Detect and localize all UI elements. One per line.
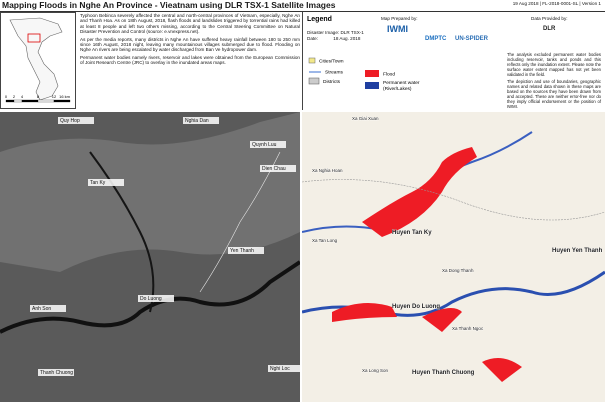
place-label: Tan Ky bbox=[90, 180, 106, 186]
scale-segment bbox=[5, 99, 15, 103]
scale-label: 16 km bbox=[59, 94, 71, 99]
country-outline bbox=[9, 17, 63, 101]
legend-label: Flood bbox=[383, 72, 395, 78]
provided-by-title: Data Provided by: bbox=[531, 16, 568, 21]
place-label-box bbox=[268, 365, 300, 372]
aoi-box bbox=[27, 33, 41, 43]
place-label: Nghia Dan bbox=[185, 118, 209, 124]
legend-label: Districts bbox=[323, 79, 341, 85]
place-label: Anh Son bbox=[32, 306, 51, 312]
description-paragraph: Typhoon Bebinca severely affected the ce… bbox=[80, 13, 300, 35]
place-label-box bbox=[183, 117, 219, 124]
place-label-box bbox=[260, 165, 296, 172]
legend-panel: Legend Disaster Image: DLR TSX-1 Date: 1… bbox=[302, 12, 605, 110]
disclaimer-paragraph: The analysis excluded permanent water bo… bbox=[507, 52, 601, 77]
legend-label: Streams bbox=[325, 70, 343, 76]
scale-label: 2 bbox=[13, 94, 16, 99]
scale-label: 8 bbox=[37, 94, 40, 99]
legend-title: Legend bbox=[307, 16, 332, 23]
prepared-by-title: Map Prepared by: bbox=[381, 16, 418, 21]
inset-map: 0 2 4 8 12 16 km bbox=[0, 12, 76, 109]
legend-label: Cities/Town bbox=[319, 59, 344, 65]
satellite-map: Quy Hop Nghia Dan Quynh Luu Dien Chau Tan Ky… bbox=[0, 112, 300, 402]
place-label: Quynh Luu bbox=[252, 142, 277, 148]
scale-segment bbox=[37, 99, 55, 103]
legend-symbols: Cities/Town Streams Districts Flood Perm… bbox=[308, 57, 420, 92]
legend-water-symbol bbox=[365, 82, 379, 89]
place-label: Nghi Loc bbox=[270, 366, 290, 372]
scale-segment bbox=[53, 99, 71, 103]
flood-map: Xa Giai Xuan Xa Nghia Hoan Huyen Tan Ky Xa … bbox=[302, 112, 605, 402]
description: Typhoon Bebinca severely affected the ce… bbox=[80, 13, 300, 68]
place-label-box bbox=[58, 117, 94, 124]
place-label: Xa Giai Xuan bbox=[352, 116, 379, 121]
disclaimer-paragraph: The depiction and use of boundaries, geo… bbox=[507, 79, 601, 109]
place-label: Xa Long Son bbox=[362, 368, 389, 373]
logo: IWMI bbox=[387, 24, 408, 34]
place-label-box bbox=[138, 295, 174, 302]
legend-label: Permanent water (River/Lakes) bbox=[383, 81, 420, 92]
rule bbox=[0, 11, 605, 12]
place-label-box bbox=[250, 141, 286, 148]
place-label: Xa Tan Long bbox=[312, 238, 338, 243]
place-label: Thanh Chuong bbox=[40, 370, 73, 376]
description-paragraph: Permanent water bodies namely rivers, re… bbox=[80, 54, 300, 66]
river bbox=[89, 151, 155, 313]
place-label: Quy Hop bbox=[60, 118, 80, 124]
place-label: Xa Nghia Hoan bbox=[312, 168, 343, 173]
place-label: Huyen Yen Thanh bbox=[552, 248, 603, 254]
logo: UN-SPIDER bbox=[455, 36, 489, 42]
terrain bbox=[0, 112, 300, 272]
legend-district-symbol bbox=[308, 77, 320, 85]
flood-area bbox=[332, 303, 522, 382]
scale-segment bbox=[21, 99, 39, 103]
place-label: Xa Thanh Ngoc bbox=[452, 326, 484, 331]
place-label: Huyen Do Luong bbox=[392, 304, 440, 310]
scale-label: 4 bbox=[21, 94, 24, 99]
title: Mapping Floods in Nghe An Province - Vie… bbox=[2, 0, 336, 10]
place-label: Yen Thanh bbox=[230, 248, 254, 254]
district-boundary bbox=[302, 179, 605, 221]
flood-area bbox=[362, 147, 477, 237]
logo: DLR bbox=[543, 26, 556, 32]
legend-flood-symbol bbox=[365, 70, 379, 77]
disclaimer: The analysis excluded permanent water bo… bbox=[507, 52, 601, 111]
scale-bar: 0 2 4 8 12 16 km bbox=[5, 94, 71, 103]
place-label: Huyen Tan Ky bbox=[392, 230, 432, 236]
legend-city-symbol bbox=[308, 57, 316, 64]
place-label-box bbox=[30, 305, 66, 312]
place-label: Xa Dong Thanh bbox=[442, 268, 474, 273]
meta: 19 Aug 2018 | FL-2018-0001-SL | Version … bbox=[512, 1, 601, 6]
description-paragraph: As per the media reports, many districts… bbox=[80, 36, 300, 53]
legend-date: Date: 18 Aug. 2018 bbox=[307, 36, 361, 41]
place-label-box bbox=[228, 247, 264, 254]
river bbox=[0, 260, 300, 334]
place-label-box bbox=[88, 179, 124, 186]
place-label: Do Luong bbox=[140, 296, 162, 302]
place-label-box bbox=[38, 369, 74, 376]
logo: DMPTC bbox=[425, 36, 447, 42]
scale-label: 12 bbox=[52, 94, 57, 99]
scale-label: 0 bbox=[5, 94, 8, 99]
place-label: Huyen Thanh Chuong bbox=[412, 370, 475, 376]
legend-image: Disaster Image: DLR TSX-1 bbox=[307, 30, 364, 35]
place-label: Dien Chau bbox=[262, 166, 286, 172]
scale-segment bbox=[13, 99, 23, 103]
boundary bbox=[199, 151, 281, 293]
